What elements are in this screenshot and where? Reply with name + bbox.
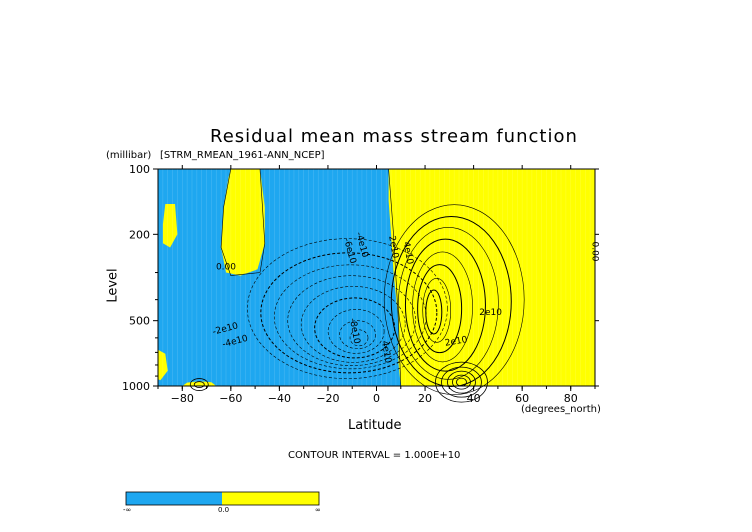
contour-label: 4e10: [379, 340, 393, 364]
x-tick-label: −40: [268, 392, 291, 405]
contour-negative: [260, 252, 438, 374]
x-tick-label: 20: [418, 392, 432, 405]
contour-positive: [441, 366, 482, 398]
x-axis-label: Latitude: [348, 418, 402, 433]
positive-region: [162, 204, 178, 248]
contour-negative: [349, 329, 369, 347]
contour-negative: [314, 297, 396, 359]
contour-positive: [417, 264, 463, 354]
y-axis-label: Level: [105, 268, 121, 303]
contour-zero: [220, 168, 266, 276]
x-tick-label: 80: [564, 392, 578, 405]
y-axis-units: (millibar): [106, 150, 152, 161]
contour-positive: [435, 361, 488, 403]
x-tick-label: −20: [316, 392, 339, 405]
contour-negative: [287, 275, 417, 366]
contour-positive: [383, 204, 525, 395]
contour-label: 2e10: [444, 335, 468, 349]
contour-label: 2e10: [386, 235, 400, 259]
y-tick-label: 200: [129, 228, 150, 241]
contour-positive: [193, 381, 205, 388]
contour-negative: [247, 238, 448, 379]
y-tick-label: 1000: [122, 380, 150, 393]
chart-title: Residual mean mass stream function: [210, 126, 578, 147]
contour-negative: [327, 309, 385, 354]
colorbar-tick-max: ∞: [315, 506, 321, 514]
colorbar-tick-zero: 0.0: [218, 506, 230, 514]
contour-positive: [447, 370, 476, 394]
contour-positive: [404, 238, 486, 372]
colorbar: [125, 491, 320, 506]
x-tick-label: −60: [219, 392, 242, 405]
contour-positive: [412, 251, 473, 363]
colorbar-negative: [126, 492, 222, 505]
contour-label: -8e10: [347, 317, 361, 345]
x-axis-ticks: −80 −60 −40 −20 0 20 40 60 80: [157, 165, 596, 405]
positive-region: [221, 169, 265, 276]
contour-lines: [189, 168, 525, 403]
positive-region: [158, 349, 168, 381]
colorbar-frame: [125, 491, 320, 506]
x-tick-label: 60: [515, 392, 529, 405]
positive-region: [388, 169, 595, 386]
contour-positive: [452, 374, 471, 390]
y-axis-ticks: 100 200 500 1000: [122, 163, 599, 393]
contour-positive: [425, 289, 443, 335]
colorbar-tick-min: -∞: [123, 506, 132, 514]
x-tick-label: −80: [171, 392, 194, 405]
contour-label: 4e10: [401, 241, 415, 265]
contour-positive: [398, 227, 499, 380]
x-tick-label: 40: [467, 392, 481, 405]
contour-zero: [388, 168, 402, 387]
variable-label: [STRM_RMEAN_1961-ANN_NCEP]: [160, 150, 325, 161]
contour-positive: [390, 216, 512, 388]
y-tick-label: 100: [129, 163, 150, 176]
y-tick-label: 500: [129, 315, 150, 328]
contour-positive: [422, 278, 452, 343]
x-axis-units: (degrees_north): [521, 404, 601, 415]
contour-negative: [300, 286, 406, 363]
contour-label: 0.00: [216, 262, 236, 272]
contour-positive: [189, 378, 209, 391]
x-tick-label: 0: [373, 392, 380, 405]
contour-negative: [339, 320, 376, 349]
contour-labels: 0.00-2e10-4e10-6e10-4e10-8e102e102e104e1…: [212, 231, 600, 364]
colorbar-positive: [222, 492, 319, 505]
contour-label: 2e10: [479, 308, 502, 318]
contour-interval-text: CONTOUR INTERVAL = 1.000E+10: [288, 450, 461, 461]
